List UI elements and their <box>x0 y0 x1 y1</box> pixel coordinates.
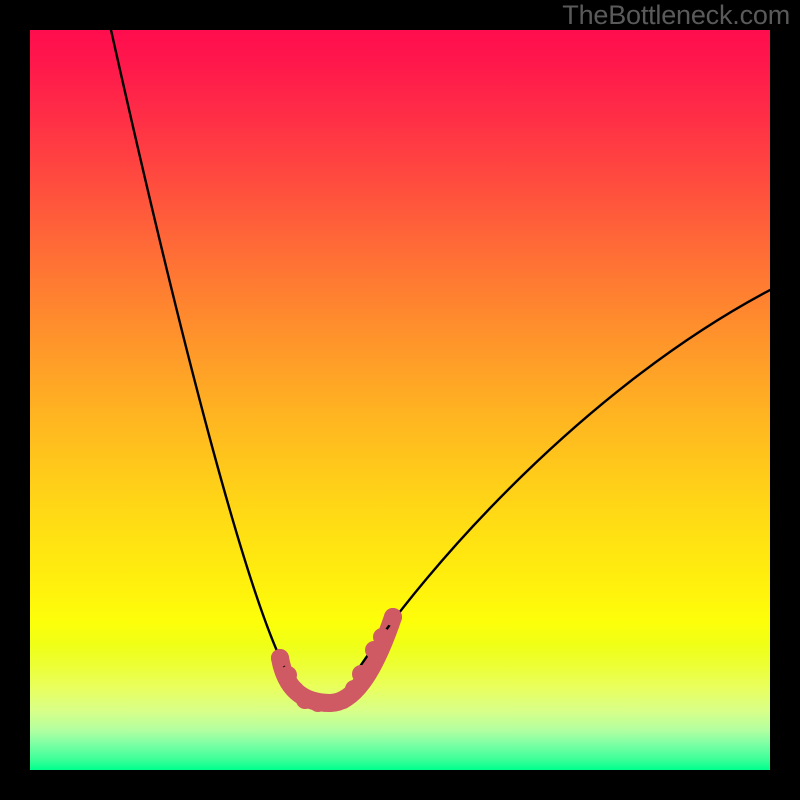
watermark-text: TheBottleneck.com <box>562 0 790 31</box>
plot-area <box>30 30 770 770</box>
background-gradient <box>30 30 770 770</box>
chart-canvas: TheBottleneck.com <box>0 0 800 800</box>
